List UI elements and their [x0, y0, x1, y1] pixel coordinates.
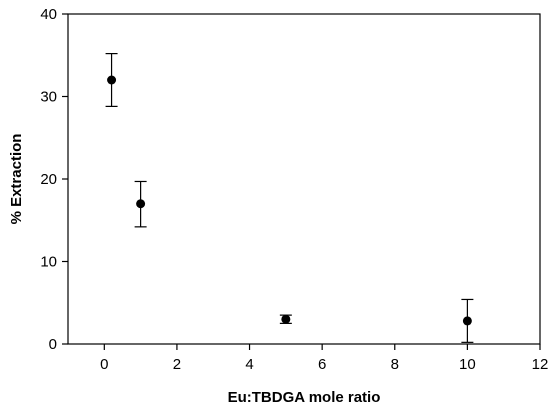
x-tick-label: 0 [100, 356, 108, 373]
plot-area [67, 13, 541, 345]
y-tick-label: 40 [40, 6, 57, 23]
y-tick-label: 30 [40, 89, 57, 106]
x-tick-label: 10 [459, 356, 476, 373]
data-point [281, 314, 291, 324]
y-axis: 0 10 20 30 40 [40, 6, 68, 353]
data-point [136, 199, 146, 209]
data-point [462, 316, 472, 326]
data-points [105, 52, 474, 343]
y-axis-title: % Extraction [8, 134, 25, 225]
x-tick-label: 12 [532, 356, 549, 373]
y-tick-label: 10 [40, 254, 57, 271]
x-axis-title: Eu:TBDGA mole ratio [228, 389, 381, 406]
y-tick-label: 20 [40, 171, 57, 188]
x-tick-label: 6 [318, 356, 326, 373]
x-axis: 0 2 4 6 8 10 12 [100, 344, 548, 373]
x-tick-label: 4 [245, 356, 253, 373]
x-tick-label: 2 [173, 356, 181, 373]
data-point [107, 75, 117, 85]
y-tick-label: 0 [49, 336, 57, 353]
plot-frame [67, 13, 541, 345]
x-tick-label: 8 [391, 356, 399, 373]
